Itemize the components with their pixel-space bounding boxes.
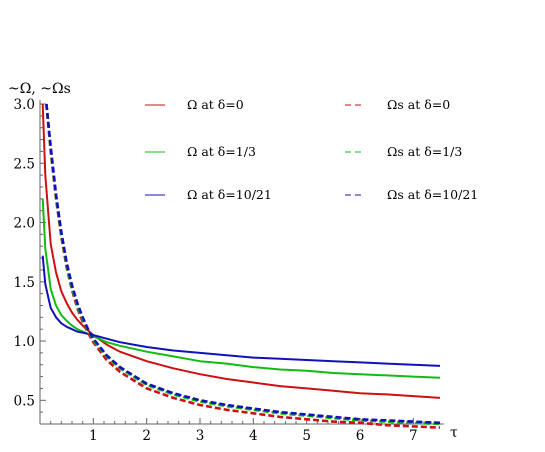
series-line-2 [41,198,441,379]
legend: Ω at δ=0 Ω at δ=1/3 Ω at δ=10/21 Ωs at δ=0 Ω… [145,97,478,202]
legend-label-2: Ω at δ=1/3 [187,144,256,159]
x-tick-label: 2 [142,428,151,444]
x-tick-label: 7 [409,428,418,444]
x-tick-label: 1 [89,428,98,444]
y-tick-label: 1.0 [14,334,35,350]
legend-label-1: Ω at δ=0 [187,97,244,112]
axes: 0.5 1.0 1.5 2.0 2.5 3.0 1 2 3 4 5 6 7 [14,97,444,444]
series-layer [41,103,441,429]
x-tick-label: 4 [249,428,258,444]
y-axis-label: ~Ω, ~Ωs [8,81,71,97]
x-tick-label: 5 [302,428,311,444]
x-axis-label: τ [450,425,458,441]
y-tick-label: 1.5 [14,275,35,291]
y-tick-label: 3.0 [14,97,35,113]
series-line-6 [45,103,441,425]
legend-label-4: Ωs at δ=0 [387,97,450,112]
x-tick-label: 3 [196,428,205,444]
legend-label-5: Ωs at δ=1/3 [387,144,462,159]
x-tick-label: 6 [356,428,365,444]
y-tick-label: 2.0 [14,216,35,232]
series-line-4 [45,103,441,429]
y-tick-label: 2.5 [14,156,35,172]
legend-label-6: Ωs at δ=10/21 [387,187,478,202]
legend-label-3: Ω at δ=10/21 [187,187,272,202]
series-line-1 [41,103,441,399]
y-tick-label: 0.5 [14,393,35,409]
series-line-3 [41,255,441,367]
